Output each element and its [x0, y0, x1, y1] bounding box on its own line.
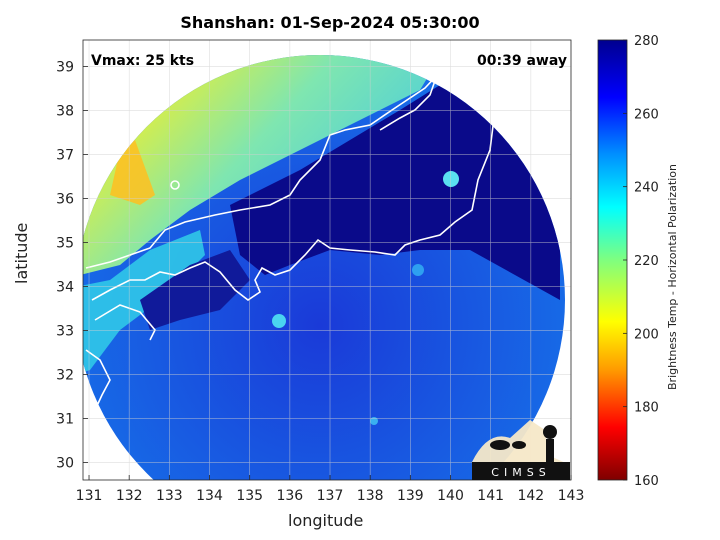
y-ticks: 30 31 32 33 34 35 36 37 38 39	[56, 59, 88, 471]
colorbar	[597, 39, 628, 481]
colorbar-tick-label: 180	[634, 401, 659, 416]
x-tick-label: 140	[437, 488, 464, 504]
cyan-band	[83, 230, 205, 380]
warm-cell	[443, 171, 459, 187]
x-tick-label: 131	[76, 488, 103, 504]
y-tick-label: 35	[56, 235, 74, 251]
cimss-logo: CIMSS	[472, 420, 570, 480]
dark-land-west	[140, 250, 250, 330]
colorbar-label: Brightness Temp - Horizontal Polarizatio…	[666, 164, 679, 390]
warm-cell	[272, 314, 286, 328]
y-tick-label: 32	[56, 367, 74, 383]
y-tick-label: 37	[56, 147, 74, 163]
y-tick-label: 31	[56, 411, 74, 427]
x-ticks: 131 132 133 134 135 136 137 138 139 140 141 142 143	[76, 475, 585, 504]
grid-lines	[83, 40, 571, 480]
colorbar-tick-label: 280	[634, 34, 659, 49]
swath-image	[83, 40, 571, 480]
y-tick-label: 39	[56, 59, 74, 75]
y-axis-label: latitude	[12, 222, 31, 284]
x-tick-label: 132	[116, 488, 143, 504]
y-tick-label: 36	[56, 191, 74, 207]
colorbar-tick-label: 220	[634, 254, 659, 269]
x-tick-label: 137	[317, 488, 344, 504]
x-tick-label: 138	[357, 488, 384, 504]
y-tick-label: 33	[56, 323, 74, 339]
x-tick-label: 142	[517, 488, 544, 504]
colorbar-tick-label: 200	[634, 327, 659, 342]
y-tick-label: 34	[56, 279, 74, 295]
colorbar-tick-label: 260	[634, 107, 659, 122]
vmax-label: Vmax: 25 kts	[91, 53, 195, 69]
logo-text: CIMSS	[491, 466, 550, 479]
x-tick-label: 134	[196, 488, 223, 504]
chart-title: Shanshan: 01-Sep-2024 05:30:00	[180, 13, 480, 32]
colorbar-tick-label: 240	[634, 181, 659, 196]
x-tick-label: 141	[477, 488, 504, 504]
time-away-label: 00:39 away	[477, 53, 567, 69]
warm-cell	[370, 417, 378, 425]
axes-frame	[82, 39, 572, 481]
y-tick-label: 30	[56, 455, 74, 471]
x-tick-label: 133	[156, 488, 183, 504]
y-tick-label: 38	[56, 103, 74, 119]
x-tick-label: 143	[558, 488, 585, 504]
colorbar-tick-label: 160	[634, 474, 659, 489]
x-tick-label: 135	[236, 488, 263, 504]
x-tick-label: 136	[276, 488, 303, 504]
colorbar-ticks: 160 180 200 220 240 260 280	[623, 34, 659, 489]
x-tick-label: 139	[397, 488, 424, 504]
x-axis-label: longitude	[288, 511, 364, 530]
warm-cell	[412, 264, 424, 276]
